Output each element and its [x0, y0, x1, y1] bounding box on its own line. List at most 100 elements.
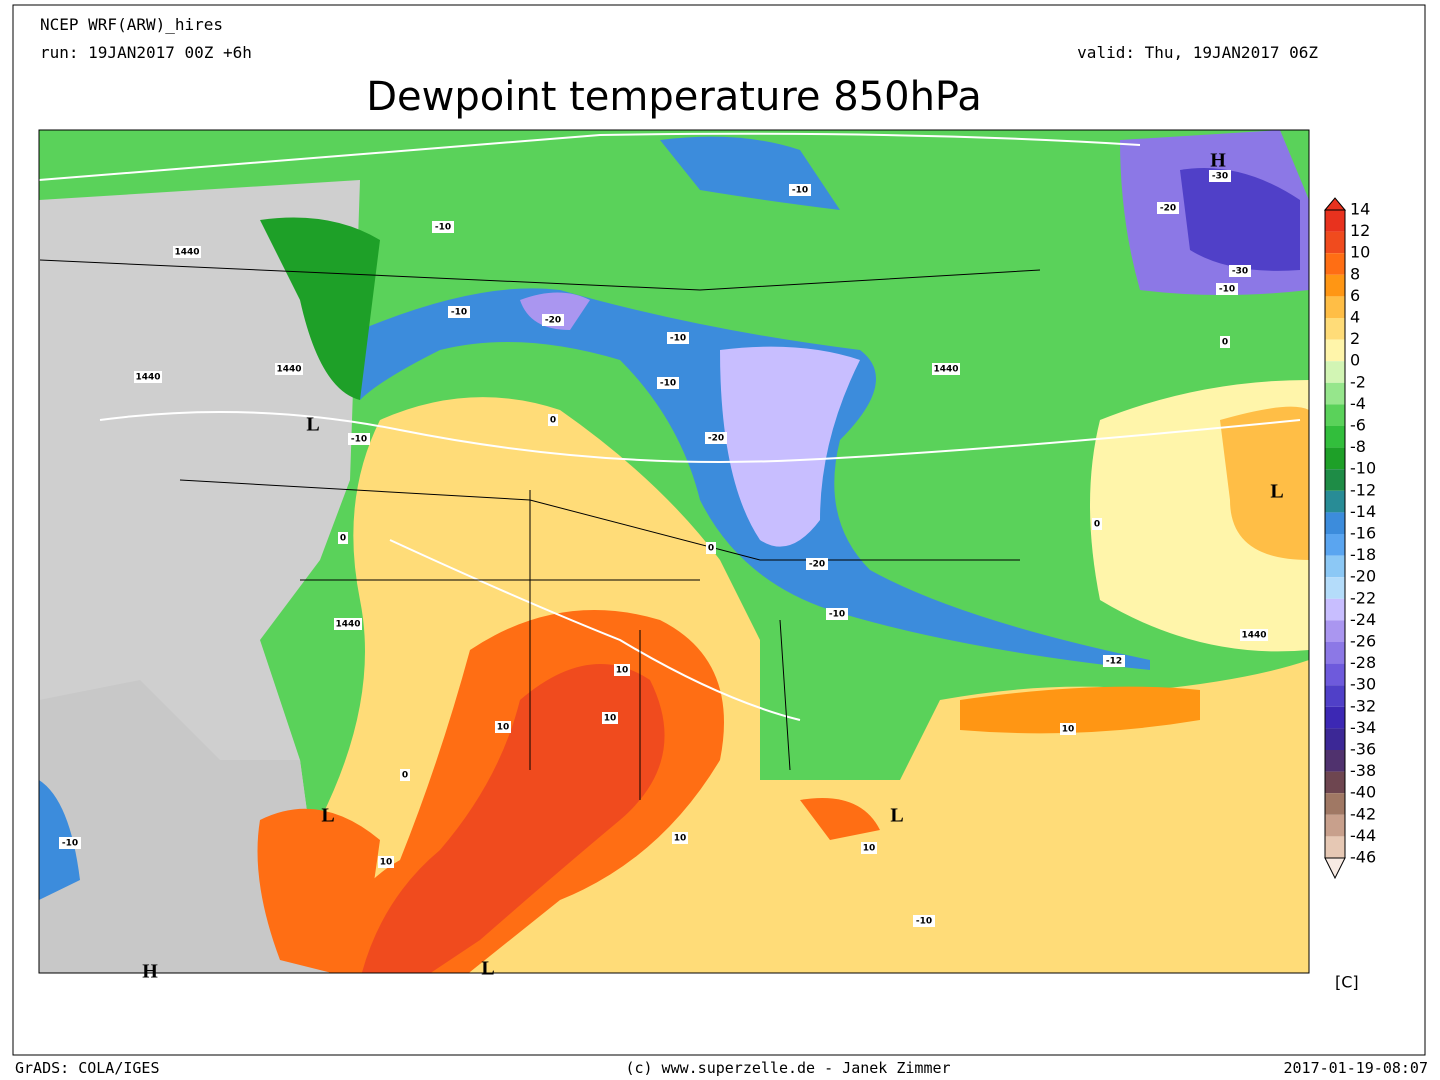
colorbar-cell [1325, 793, 1345, 815]
colorbar-cell [1325, 685, 1345, 707]
contour-label: -20 [545, 316, 561, 326]
contour-label: -30 [1212, 172, 1228, 182]
contour-label: 10 [863, 844, 876, 854]
pressure-center: L [321, 805, 334, 827]
colorbar-cell [1325, 231, 1345, 254]
colorbar-cell [1325, 728, 1345, 750]
contour-label: -10 [916, 917, 932, 927]
colorbar-cell [1325, 210, 1345, 232]
contour-label: 10 [674, 834, 687, 844]
contour-label-box [826, 608, 848, 620]
contour-label-box [1216, 283, 1238, 295]
pressure-center: L [306, 414, 319, 436]
colorbar-cell [1325, 296, 1345, 318]
colorbar-label: 4 [1350, 308, 1360, 327]
contour-label: -30 [1232, 267, 1248, 277]
contour-label: 0 [1094, 520, 1100, 530]
colorbar-cell [1325, 318, 1345, 340]
colorbar-border [1324, 209, 1346, 859]
contour-label: -10 [829, 610, 845, 620]
colorbar-label: -46 [1350, 848, 1376, 867]
contour-label-box [1209, 170, 1231, 182]
colorbar-label: -36 [1350, 740, 1376, 759]
colorbar-cell [1325, 490, 1345, 513]
contour-label-box [806, 558, 828, 570]
colorbar-cell [1325, 750, 1345, 772]
contour-label-box [348, 433, 370, 445]
colorbar-label: 10 [1350, 243, 1370, 262]
pressure-center: H [142, 961, 158, 983]
contour-label-box [667, 332, 689, 344]
contour-label: -20 [708, 434, 724, 444]
map-border [38, 129, 1310, 974]
colorbar-bottom-arrow [1324, 857, 1346, 880]
contour-label-box [1157, 202, 1179, 214]
colorbar-label: -20 [1350, 567, 1376, 586]
contour-label-box [932, 363, 960, 375]
contour-label-box [338, 532, 348, 544]
colorbar-label: 2 [1350, 329, 1360, 348]
contour-label-box [134, 371, 162, 383]
colorbar-label: -6 [1350, 416, 1366, 435]
contour-label: -10 [670, 334, 686, 344]
colorbar-label: -18 [1350, 545, 1376, 564]
colorbar-label: -4 [1350, 394, 1366, 413]
contour-label-box [614, 664, 630, 676]
colorbar-cell [1325, 274, 1345, 297]
contour-label-box [448, 306, 470, 318]
contour-label-box [1240, 629, 1268, 641]
contour-label-box [378, 856, 394, 868]
contour-label: -10 [351, 435, 367, 445]
contour-label-box [913, 915, 935, 927]
contour-label-box [1220, 336, 1230, 348]
contour-label-box [706, 542, 716, 554]
footer-center: (c) www.superzelle.de - Janek Zimmer [625, 1059, 950, 1077]
contour-label-box [1060, 723, 1076, 735]
contour-label: -20 [1160, 204, 1176, 214]
colorbar-cell [1325, 469, 1345, 491]
contour-label: 0 [340, 534, 346, 544]
contour-label: 1440 [335, 620, 360, 630]
contour-label: 10 [497, 723, 510, 733]
contour-label: -10 [435, 223, 451, 233]
contour-label-box [173, 246, 201, 258]
contour-label: -10 [792, 186, 808, 196]
footer-left: GrADS: COLA/IGES [15, 1059, 160, 1077]
colorbar-cell [1325, 382, 1345, 405]
contour-label-box [495, 721, 511, 733]
contour-label: -20 [809, 560, 825, 570]
contour-label: 0 [1222, 338, 1228, 348]
contour-label: 10 [1062, 725, 1075, 735]
colorbar-label: -16 [1350, 524, 1376, 543]
colorbar-label: -26 [1350, 632, 1376, 651]
contour-label: 1440 [933, 365, 958, 375]
colorbar-label: -34 [1350, 718, 1376, 737]
title: Dewpoint temperature 850hPa [366, 74, 982, 120]
contour-label-box [1229, 265, 1251, 277]
run: run: 19JAN2017 00Z +6h [40, 43, 252, 62]
colorbar-label: -44 [1350, 826, 1376, 845]
frame [12, 4, 1426, 1056]
colorbar-label: 8 [1350, 264, 1360, 283]
contour-label: 1440 [276, 365, 301, 375]
contour-label-box [1103, 655, 1125, 667]
colorbar-cell [1325, 339, 1345, 362]
contour-label: -10 [62, 839, 78, 849]
colorbar-cell [1325, 706, 1345, 729]
contour-label: -10 [451, 308, 467, 318]
contour-label: 1440 [135, 373, 160, 383]
colorbar-cell [1325, 642, 1345, 664]
contour-label-box [861, 842, 877, 854]
contour-label-box [657, 377, 679, 389]
colorbar-label: -22 [1350, 588, 1376, 607]
colorbar-cell [1325, 836, 1345, 858]
colorbar-label: -2 [1350, 372, 1366, 391]
colorbar-label: -12 [1350, 480, 1376, 499]
contour-label: 10 [604, 714, 617, 724]
colorbar-label: -8 [1350, 437, 1366, 456]
map [39, 130, 1309, 973]
colorbar-cell [1325, 814, 1345, 837]
colorbar-cell [1325, 620, 1345, 642]
colorbar-label: -40 [1350, 783, 1376, 802]
